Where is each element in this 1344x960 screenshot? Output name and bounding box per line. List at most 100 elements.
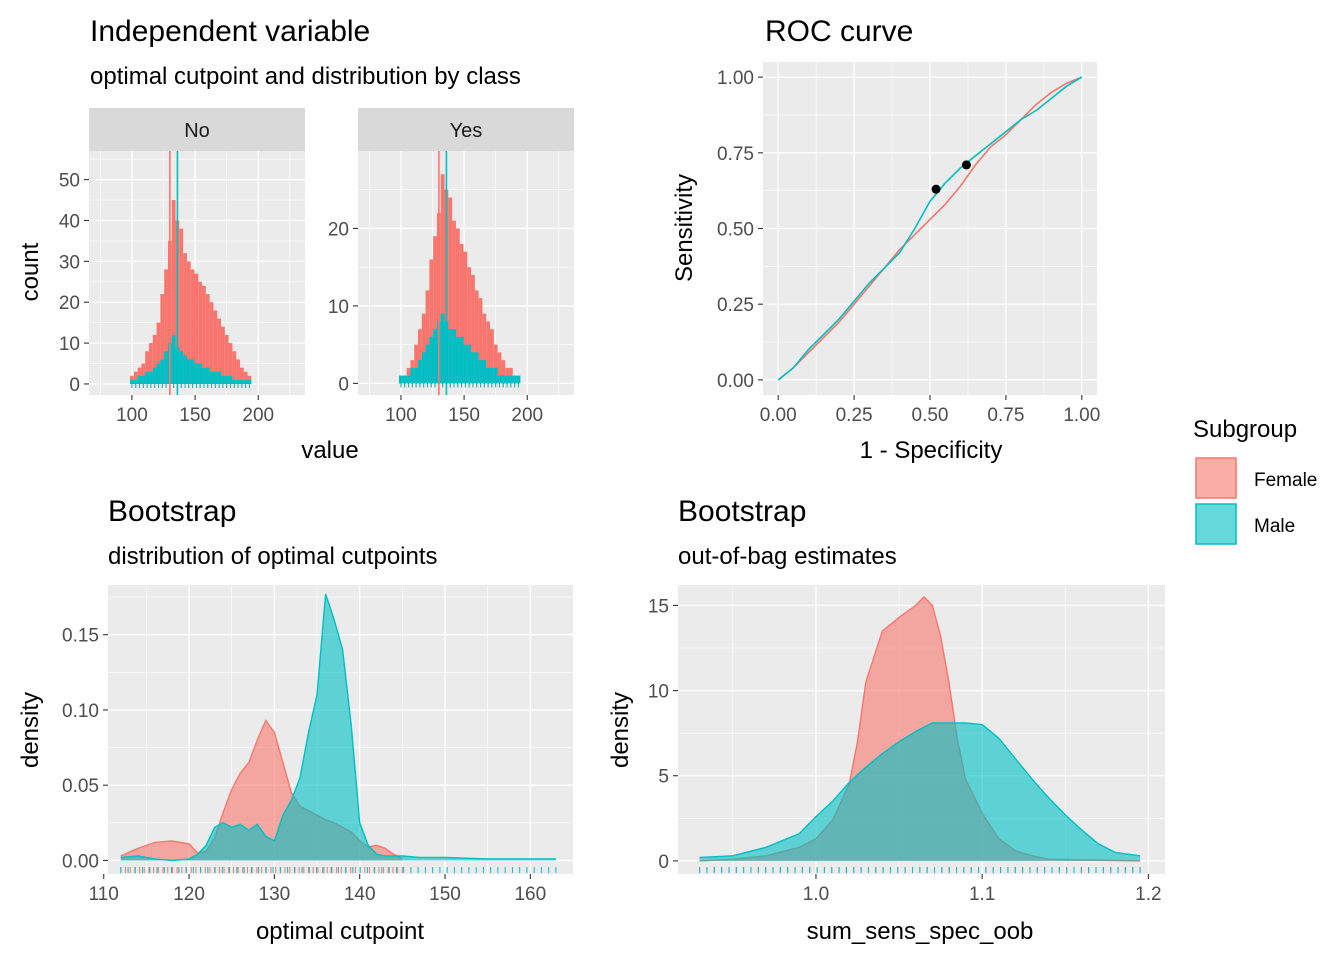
bar-female <box>221 326 225 384</box>
bar-female <box>482 313 487 384</box>
boot1-x-tick-label: 150 <box>429 884 461 905</box>
density-line-male <box>120 593 556 862</box>
roc-title: ROC curve <box>765 15 913 48</box>
hist-yes-x-tick-label: 100 <box>385 405 417 426</box>
bar-male <box>145 371 149 384</box>
roc-x-tick-label: 1.00 <box>1063 405 1100 426</box>
bar-female <box>421 313 426 384</box>
bar-female <box>418 329 422 384</box>
bar-female <box>448 197 453 384</box>
bar-female <box>217 318 221 384</box>
bar-male <box>440 313 445 384</box>
facet-strip-no <box>89 108 305 151</box>
boot2-subtitle: out-of-bag estimates <box>678 543 897 570</box>
boot2-x-label: sum_sens_spec_oob <box>807 918 1034 945</box>
hist-no-y-tick-label: 0 <box>69 375 80 396</box>
hist-no-y-tick-label: 40 <box>59 211 80 232</box>
boot1-x-tick-label: 160 <box>514 884 546 905</box>
boot2-x-tick-label: 1.0 <box>803 884 829 905</box>
bar-male <box>463 344 468 384</box>
boot1-y-tick-label: 0.05 <box>62 776 99 797</box>
bar-male <box>497 375 502 384</box>
facet-strip-yes <box>358 108 574 151</box>
bar-male <box>508 375 513 384</box>
bar-female <box>156 322 161 384</box>
bar-male <box>414 367 418 384</box>
bar-female <box>186 261 191 384</box>
bar-female <box>490 329 494 384</box>
bar-male <box>164 351 168 384</box>
bar-male <box>236 379 240 384</box>
bar-female <box>463 251 468 384</box>
boot1-y-tick-label: 0.15 <box>62 626 99 647</box>
bar-male <box>239 379 244 384</box>
bar-female <box>425 290 430 384</box>
bar-male <box>512 375 517 384</box>
density-area-male <box>120 594 556 861</box>
roc-x-tick-label: 0.50 <box>912 405 949 426</box>
bar-female <box>433 236 437 384</box>
bar-female <box>194 273 199 384</box>
bar-female <box>198 281 203 384</box>
bar-male <box>186 359 191 384</box>
bar-male <box>418 360 422 384</box>
hist-x-label: value <box>301 437 358 464</box>
density-area-male <box>699 722 1141 861</box>
legend-key-female <box>1195 457 1237 499</box>
bar-male <box>505 375 509 384</box>
bar-male <box>149 371 153 384</box>
bar-male <box>160 359 165 384</box>
facet-label-yes: Yes <box>450 120 483 142</box>
hist-no-y-tick-label: 30 <box>59 252 80 273</box>
bar-female <box>202 285 206 384</box>
bar-male <box>179 351 184 384</box>
bar-female <box>429 259 434 384</box>
bar-female <box>232 351 237 384</box>
boot1-panel: 110 120 130 140 150 160 0.00 0.05 0.10 0.15 <box>62 585 573 905</box>
bar-male <box>217 371 221 384</box>
bar-female <box>501 360 506 384</box>
hist-yes-x-tick-label: 200 <box>511 405 543 426</box>
bar-male <box>399 375 403 384</box>
bar-male <box>474 352 479 384</box>
bar-male <box>406 375 411 384</box>
bar-female <box>236 359 240 384</box>
legend-title: Subgroup <box>1193 416 1297 443</box>
bar-female <box>224 334 229 384</box>
roc-y-tick-label: 0.50 <box>717 220 754 241</box>
bar-female <box>493 344 498 384</box>
facet-label-no: No <box>184 120 210 142</box>
boot2-x-tick-label: 1.2 <box>1135 884 1161 905</box>
boot2-panel: 1.0 1.1 1.2 0 5 10 15 <box>648 585 1165 905</box>
boot1-x-tick-label: 130 <box>259 884 291 905</box>
bar-male <box>471 352 475 384</box>
bar-male <box>455 336 460 384</box>
hist-title: Independent variable <box>90 15 370 48</box>
bar-male <box>156 363 161 384</box>
bar-male <box>448 329 453 384</box>
bar-male <box>459 336 464 384</box>
hist-no-x-tick-label: 150 <box>179 405 211 426</box>
boot2-x-tick-label: 1.1 <box>969 884 995 905</box>
bar-female <box>164 269 168 384</box>
bar-male <box>190 359 195 384</box>
roc-line-female <box>777 76 1083 381</box>
bar-female <box>474 290 479 384</box>
bar-male <box>425 344 430 384</box>
bar-female <box>467 267 472 384</box>
hist-no-panel: 100 150 200 0 10 20 30 40 50 <box>59 151 305 426</box>
bar-male <box>516 375 521 384</box>
roc-x-tick-label: 0.25 <box>836 405 873 426</box>
bar-male <box>402 375 407 384</box>
bar-male <box>213 371 218 384</box>
bar-male <box>421 352 426 384</box>
bar-female <box>171 200 176 384</box>
legend-key-male <box>1195 503 1237 545</box>
bar-male <box>133 379 138 384</box>
boot1-y-tick-label: 0.00 <box>62 851 99 872</box>
bar-male <box>452 329 456 384</box>
hist-no-x-tick-label: 200 <box>242 405 274 426</box>
legend-label-female: Female <box>1254 470 1317 491</box>
boot2-y-tick-label: 15 <box>648 596 669 617</box>
